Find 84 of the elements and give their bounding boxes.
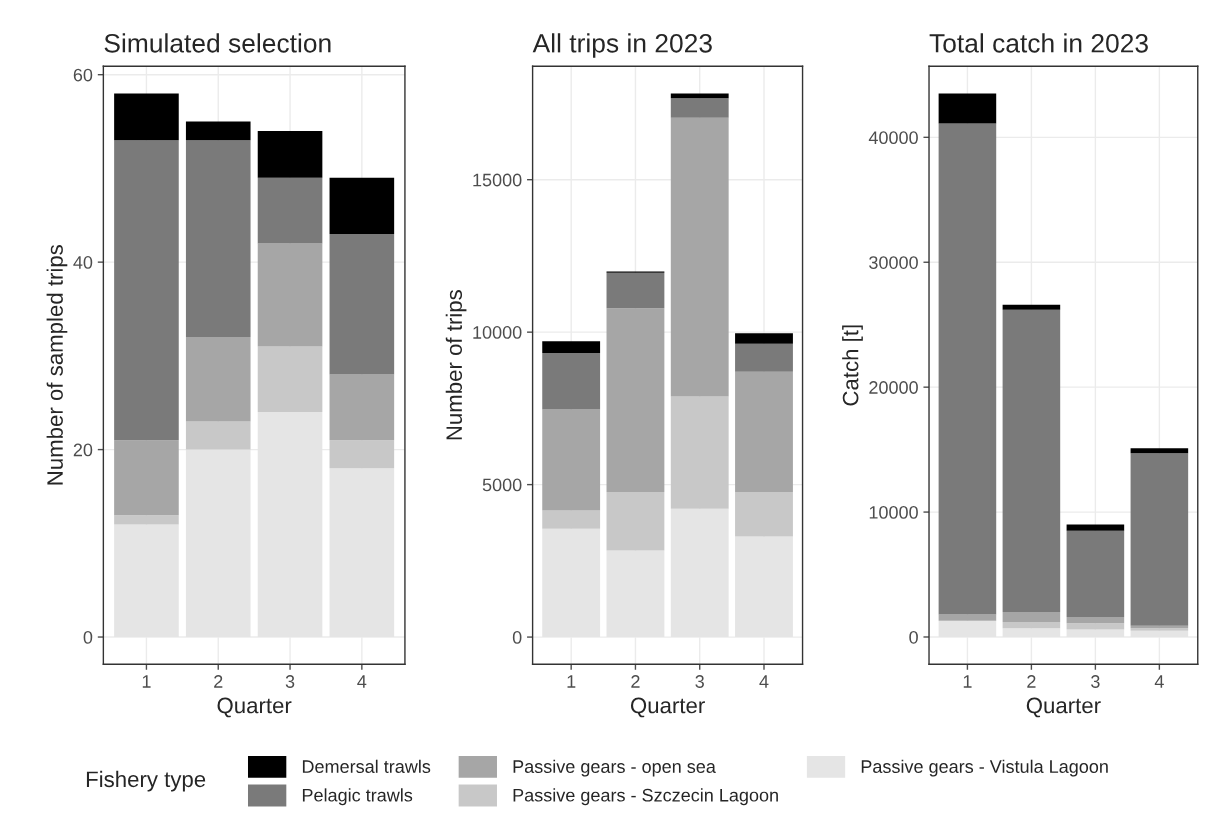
- y-axis-title: Catch [t]: [842, 325, 863, 406]
- y-tick-label: 10000: [869, 506, 918, 519]
- x-axis-title: Quarter: [630, 697, 705, 718]
- y-tick-label: 40: [73, 256, 93, 269]
- chart-title: All trips in 2023: [532, 33, 712, 58]
- x-tick-label: 2: [1027, 675, 1036, 688]
- y-axis-title: Number of trips: [445, 290, 467, 440]
- bar: [606, 272, 665, 309]
- y-tick-label: 30000: [869, 256, 918, 269]
- x-tick-label: 2: [214, 675, 223, 688]
- y-tick-label: 0: [512, 631, 522, 644]
- bar: [938, 123, 997, 615]
- bar: [542, 510, 601, 529]
- bar: [1002, 304, 1061, 310]
- legend-label: Pelagic trawls: [302, 788, 413, 806]
- bar: [1130, 448, 1189, 454]
- x-tick-label: 1: [567, 675, 576, 688]
- chart-title: Simulated selection: [104, 33, 331, 53]
- bar: [257, 177, 323, 244]
- bar: [735, 333, 793, 344]
- y-axis-title: Number of sampled trips: [46, 245, 68, 485]
- x-tick-label: 1: [142, 675, 151, 688]
- y-tick-label: 40000: [868, 131, 918, 145]
- legend-title: Fishery type: [86, 770, 206, 792]
- bar: [1066, 530, 1125, 617]
- bar: [185, 140, 251, 338]
- bar: [938, 614, 997, 621]
- bar: [1066, 617, 1125, 624]
- y-tick-label: 20000: [869, 381, 918, 394]
- bar: [257, 243, 323, 347]
- bar: [606, 308, 665, 492]
- x-axis-title: Quarter: [217, 697, 292, 718]
- bar: [670, 117, 729, 397]
- bar: [329, 374, 395, 441]
- x-tick-label: 4: [357, 675, 367, 688]
- x-tick-label: 4: [759, 675, 769, 688]
- bar: [606, 491, 665, 551]
- bar: [670, 396, 729, 509]
- chart-title: Total catch in 2023: [929, 33, 1148, 53]
- bar: [542, 352, 601, 410]
- x-axis-title: Quarter: [1026, 697, 1101, 718]
- bar: [670, 93, 729, 99]
- bar: [185, 421, 251, 450]
- bar: [114, 440, 179, 516]
- bar: [735, 371, 793, 492]
- y-tick-label: 20: [73, 443, 93, 457]
- bar: [542, 341, 601, 353]
- bar: [1002, 622, 1061, 629]
- bar: [1066, 524, 1125, 531]
- bar: [735, 491, 793, 537]
- bar: [114, 93, 179, 141]
- x-tick-label: 3: [695, 675, 704, 688]
- y-tick-label: 5000: [482, 478, 522, 492]
- legend-label: Demersal trawls: [302, 759, 431, 773]
- bar: [1002, 612, 1061, 622]
- bar: [257, 130, 323, 178]
- bar: [114, 515, 179, 525]
- bar: [329, 177, 395, 235]
- x-tick-label: 3: [285, 675, 295, 688]
- x-tick-label: 4: [1154, 675, 1164, 688]
- bar: [257, 346, 323, 413]
- bar: [1130, 453, 1189, 626]
- legend-label: Passive gears - Vistula Lagoon: [861, 759, 1108, 777]
- bar: [329, 440, 395, 469]
- y-tick-label: 0: [83, 630, 93, 644]
- bar: [1002, 309, 1061, 612]
- bar: [185, 121, 251, 141]
- y-tick-label: 0: [909, 630, 918, 644]
- legend-label: Passive gears - open sea: [513, 759, 716, 777]
- y-tick-label: 60: [73, 68, 93, 82]
- y-tick-label: 15000: [473, 173, 522, 187]
- y-tick-label: 10000: [473, 326, 522, 339]
- x-tick-label: 3: [1091, 675, 1100, 688]
- bar: [329, 234, 395, 375]
- bar: [938, 93, 997, 124]
- legend-label: Passive gears - Szczecin Lagoon: [513, 788, 778, 806]
- x-tick-label: 1: [963, 675, 972, 688]
- bar: [735, 343, 793, 372]
- bar: [1066, 623, 1125, 630]
- bar: [670, 98, 729, 118]
- bar: [542, 409, 601, 511]
- bar: [185, 337, 251, 422]
- x-tick-label: 2: [631, 675, 640, 688]
- bar: [114, 140, 179, 441]
